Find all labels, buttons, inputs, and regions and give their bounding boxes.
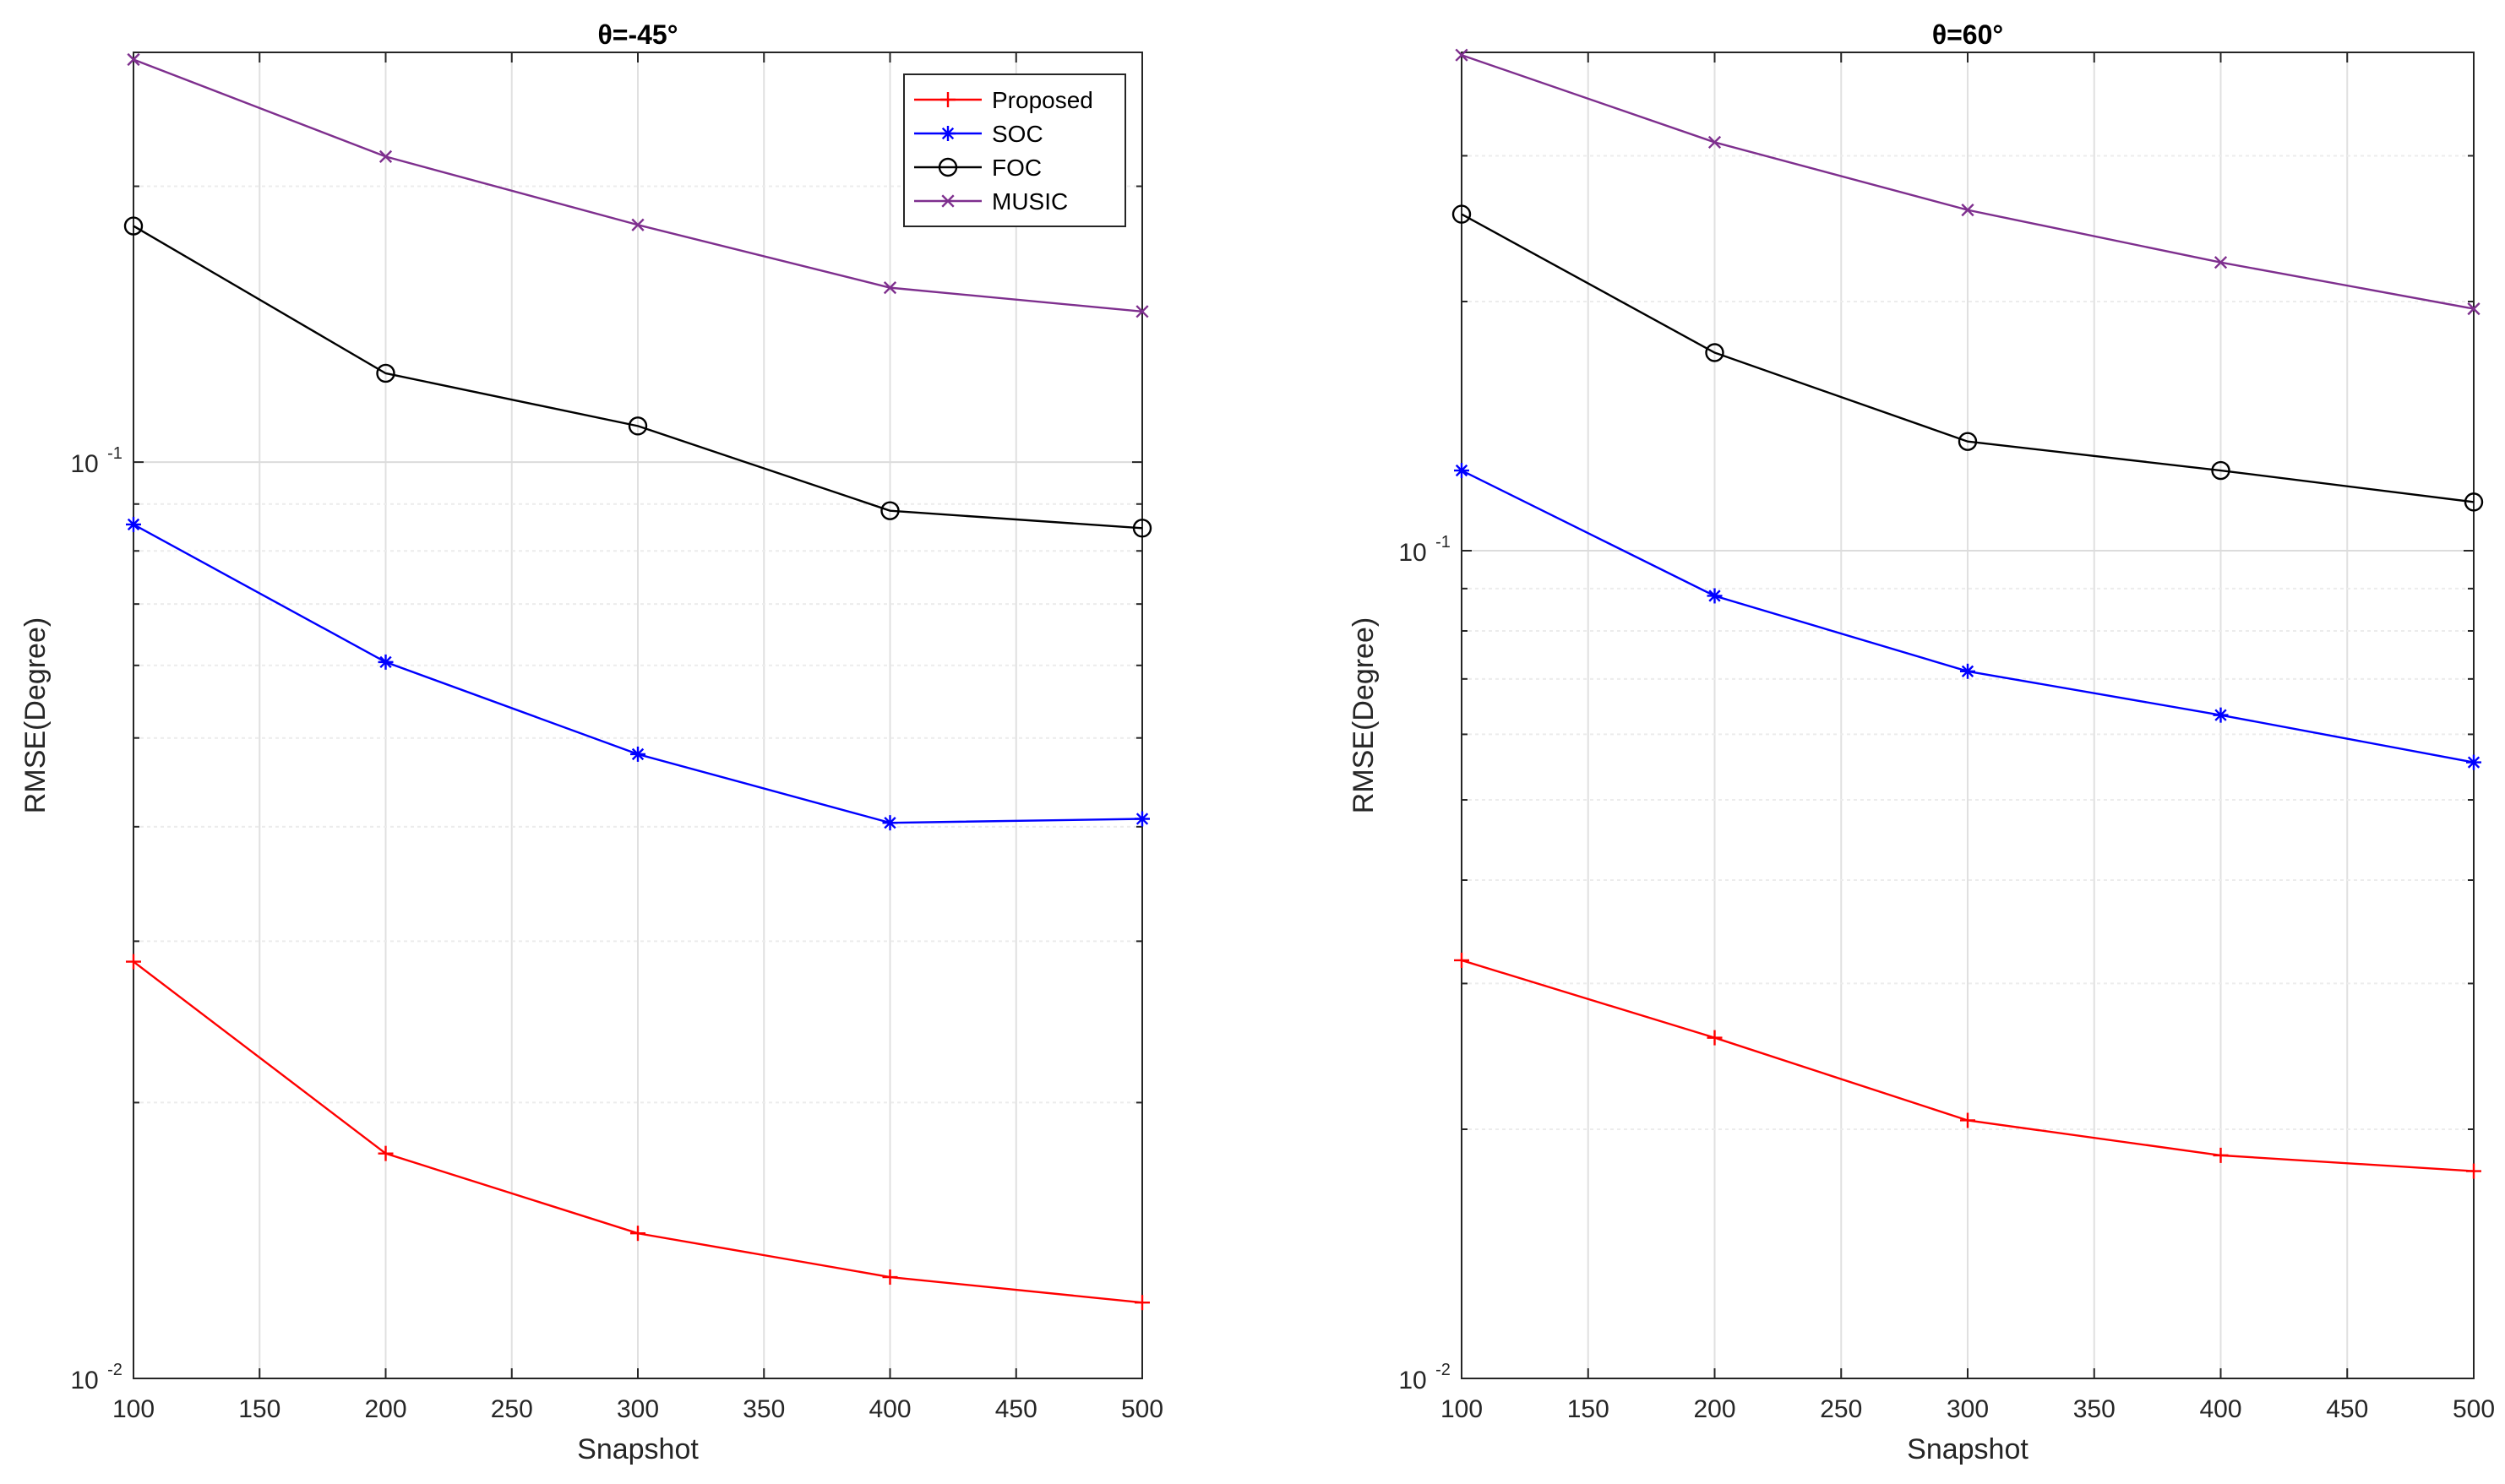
- x-tick-label: 450: [995, 1395, 1037, 1423]
- data-point-foc: [628, 416, 648, 436]
- data-point-music: [1135, 305, 1149, 318]
- data-point-soc: [2213, 707, 2229, 723]
- legend-marker: [940, 92, 956, 107]
- data-point-proposed: [1960, 1112, 1975, 1128]
- data-point-proposed: [378, 1145, 394, 1161]
- x-tick-label: 350: [2073, 1395, 2116, 1423]
- data-point-proposed: [1707, 1030, 1723, 1046]
- data-point-foc: [376, 363, 395, 383]
- y-axis-label: RMSE(Degree): [19, 617, 52, 813]
- data-point-foc: [1132, 519, 1152, 538]
- data-point-music: [1707, 135, 1722, 149]
- x-tick-label: 150: [1567, 1395, 1609, 1423]
- x-tick-label: 500: [1121, 1395, 1163, 1423]
- series-music: [127, 52, 1149, 318]
- data-point-soc: [1960, 663, 1975, 679]
- data-point-music: [2214, 256, 2228, 269]
- data-point-proposed: [126, 954, 141, 970]
- y-tick-label: 10: [1398, 1367, 1426, 1394]
- x-tick-label: 400: [2199, 1395, 2241, 1423]
- data-point-soc: [882, 815, 898, 831]
- x-tick-label: 350: [743, 1395, 785, 1423]
- series-proposed: [126, 954, 1150, 1311]
- data-point-foc: [1705, 343, 1724, 362]
- legend-item-music: MUSIC: [914, 188, 1068, 215]
- data-point-foc: [880, 501, 900, 520]
- data-point-soc: [630, 746, 645, 762]
- legend-item-soc: SOC: [914, 121, 1043, 147]
- chart-panel-2: 100 150 200 250 300 350 400 450 500 10 -2 10 -1 θ=60°…: [1348, 19, 2495, 1465]
- series-line-foc: [1461, 213, 2475, 503]
- series-foc: [123, 216, 1152, 538]
- x-tick-label: 300: [617, 1395, 659, 1423]
- data-point-soc: [378, 654, 394, 670]
- data-point-music: [1455, 48, 1468, 62]
- legend-label: MUSIC: [992, 188, 1068, 215]
- y-axis-label: RMSE(Degree): [1348, 617, 1380, 813]
- data-point-music: [127, 52, 140, 67]
- chart-title: θ=60°: [1932, 19, 2003, 50]
- y-tick-label: 10: [70, 450, 98, 478]
- data-point-music: [1961, 204, 1974, 217]
- legend-marker: [940, 126, 956, 141]
- data-point-proposed: [630, 1226, 645, 1242]
- x-tick-label: 150: [238, 1395, 280, 1423]
- x-tick-label: 250: [491, 1395, 533, 1423]
- data-point-soc: [1135, 811, 1150, 827]
- x-tick-label: 400: [869, 1395, 911, 1423]
- data-point-soc: [2466, 754, 2481, 770]
- legend-item-foc: FOC: [914, 155, 1042, 181]
- x-axis-label: Snapshot: [1907, 1433, 2029, 1465]
- data-point-proposed: [2466, 1163, 2481, 1179]
- data-point-music: [2467, 302, 2480, 316]
- legend-item-proposed: Proposed: [914, 87, 1093, 113]
- legend-label: SOC: [992, 121, 1043, 147]
- legend-marker: [941, 194, 955, 208]
- legend: Proposed SOC FOC MUSIC: [903, 73, 1126, 227]
- series-proposed: [1454, 952, 2481, 1179]
- legend-label: FOC: [992, 155, 1042, 181]
- y-tick-exponent: -1: [107, 444, 123, 463]
- chart-panel-1: 100 150 200 250 300 350 400 450 500 10 -2 10 -1 θ=-45…: [19, 19, 1163, 1465]
- data-point-foc: [1451, 204, 1472, 224]
- data-point-foc: [2211, 460, 2230, 481]
- x-tick-label: 250: [1820, 1395, 1862, 1423]
- data-point-soc: [1707, 588, 1723, 604]
- x-tick-label: 500: [2453, 1395, 2495, 1423]
- series-music: [1455, 48, 2480, 316]
- data-point-proposed: [882, 1269, 898, 1286]
- chart-title: θ=-45°: [597, 19, 678, 50]
- series-soc: [1454, 463, 2481, 770]
- data-point-music: [883, 281, 897, 295]
- data-point-soc: [1454, 463, 1469, 479]
- y-tick-exponent: -2: [107, 1361, 123, 1379]
- data-point-soc: [126, 516, 141, 532]
- legend-marker: [938, 157, 958, 177]
- series-soc: [126, 516, 1150, 831]
- series-line-foc: [133, 225, 1143, 530]
- series-foc: [1451, 204, 2484, 512]
- x-tick-label: 100: [1440, 1395, 1483, 1423]
- data-point-music: [631, 218, 645, 231]
- data-point-foc: [123, 216, 144, 236]
- y-tick-exponent: -2: [1435, 1361, 1451, 1379]
- y-tick-label: 10: [70, 1367, 98, 1394]
- y-tick-exponent: -1: [1435, 533, 1451, 552]
- data-point-music: [378, 149, 393, 163]
- x-tick-label: 100: [112, 1395, 155, 1423]
- x-axis-label: Snapshot: [577, 1433, 699, 1465]
- grid: [1462, 52, 2474, 1378]
- data-point-proposed: [2213, 1147, 2229, 1163]
- x-tick-label: 200: [1693, 1395, 1735, 1423]
- data-point-proposed: [1135, 1295, 1150, 1311]
- x-tick-label: 200: [364, 1395, 406, 1423]
- x-tick-label: 300: [1947, 1395, 1989, 1423]
- data-point-foc: [2464, 492, 2484, 512]
- data-point-foc: [1958, 432, 1978, 451]
- legend-label: Proposed: [992, 87, 1093, 113]
- y-tick-label: 10: [1398, 539, 1426, 567]
- x-tick-label: 450: [2326, 1395, 2368, 1423]
- data-point-proposed: [1454, 952, 1469, 968]
